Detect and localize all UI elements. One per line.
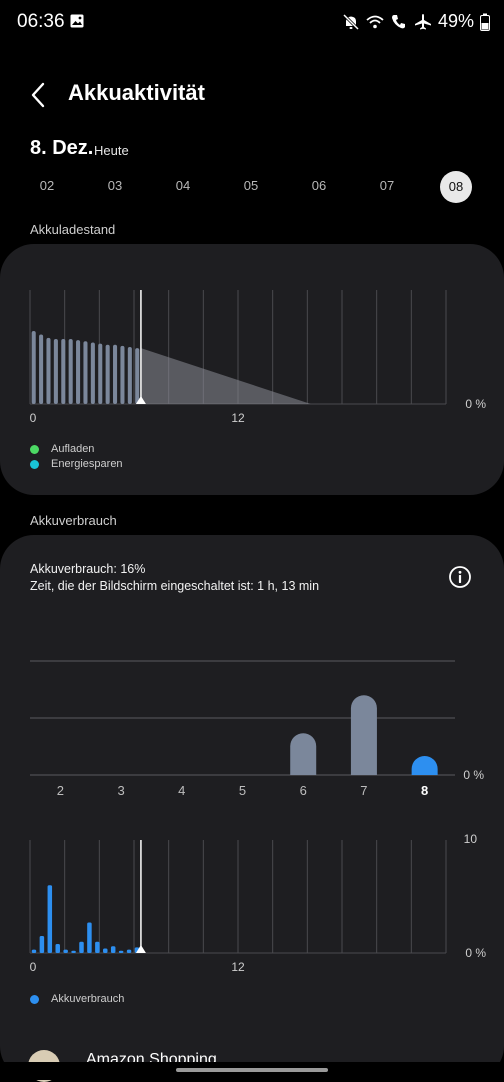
y-axis-label: 0 % <box>465 946 486 960</box>
battery-level-bar <box>46 337 51 404</box>
x-tick-label: 5 <box>239 783 246 798</box>
battery-level-bar <box>39 334 44 404</box>
legend-item-usage: Akkuverbrauch <box>30 993 124 1005</box>
hourly-usage-bar <box>87 922 92 953</box>
x-tick-label: 4 <box>178 783 185 798</box>
hourly-usage-bar <box>95 941 100 953</box>
gallery-notification-icon <box>70 14 84 28</box>
airplane-mode-icon <box>414 13 431 29</box>
battery-level-bar <box>68 339 73 404</box>
usage-day-bar <box>350 695 377 775</box>
hourly-usage-bar <box>71 950 76 953</box>
weekly-usage-chart: 2 3 4 5 6 7 8 0 % <box>30 660 484 798</box>
battery-level-bar <box>120 345 125 404</box>
projected-level-area <box>140 348 311 404</box>
legend-dot-usage <box>30 994 39 1004</box>
day-selector: 02 03 04 05 06 07 08 <box>0 170 504 204</box>
battery-usage-card <box>0 535 504 1080</box>
usage-day-bar <box>290 733 317 775</box>
selected-date-label: Heute <box>94 143 129 158</box>
hourly-usage-bar <box>118 950 124 953</box>
home-indicator[interactable] <box>176 1068 328 1072</box>
status-bar: 06:36 49% <box>0 0 504 44</box>
status-icons: 49% <box>342 11 490 32</box>
battery-level-bar <box>105 344 110 404</box>
x-tick-label: 0 <box>30 960 37 974</box>
day-tab-02[interactable]: 02 <box>39 178 55 193</box>
page-title: Akkuaktivität <box>68 80 205 105</box>
battery-level-bar <box>127 347 132 404</box>
hourly-usage-bar <box>126 949 132 953</box>
battery-icon <box>480 13 490 31</box>
legend-label-charging: Aufladen <box>51 443 95 455</box>
day-tab-05[interactable]: 05 <box>243 178 259 193</box>
back-arrow-icon[interactable] <box>28 82 50 108</box>
info-icon[interactable] <box>448 565 472 589</box>
hourly-usage-chart: 0 12 10 0 % <box>29 832 486 974</box>
current-time-marker-triangle <box>135 945 146 953</box>
x-tick-label: 0 <box>30 411 37 425</box>
legend-dot-charging <box>30 444 39 454</box>
day-tab-03[interactable]: 03 <box>107 178 123 193</box>
battery-level-bar <box>98 343 103 404</box>
x-tick-label: 8 <box>421 783 428 798</box>
hourly-usage-bar <box>110 946 116 953</box>
x-tick-label: 3 <box>117 783 124 798</box>
wifi-calling-icon <box>366 15 384 28</box>
legend-item-power-saving: Energiesparen <box>30 458 123 470</box>
x-tick-label: 12 <box>231 411 245 425</box>
screen-time-summary: Zeit, die der Bildschirm eingeschaltet i… <box>30 579 320 593</box>
battery-level-bar <box>31 331 36 404</box>
legend-item-charging: Aufladen <box>30 443 94 455</box>
x-tick-label: 12 <box>231 960 245 974</box>
usage-day-bar <box>411 756 438 775</box>
battery-level-bar <box>90 342 95 404</box>
hourly-usage-bar <box>47 885 53 953</box>
y-axis-label: 0 % <box>463 768 484 782</box>
current-time-marker-triangle <box>135 396 146 404</box>
battery-level-bar <box>83 341 88 404</box>
day-tab-07[interactable]: 07 <box>379 178 395 193</box>
hourly-usage-bar <box>63 949 68 953</box>
status-time: 06:36 <box>17 11 65 32</box>
x-tick-label: 7 <box>360 783 367 798</box>
wifi-call-phone-icon <box>391 14 405 28</box>
mute-icon <box>342 13 360 30</box>
y-axis-label: 0 % <box>465 397 486 411</box>
battery-level-bar <box>76 340 81 404</box>
battery-level-chart: 0 12 0 % <box>29 290 486 425</box>
day-tab-04[interactable]: 04 <box>175 178 191 193</box>
y-axis-max-label: 10 <box>464 832 478 846</box>
battery-percent: 49% <box>437 11 474 31</box>
x-tick-label: 2 <box>57 783 64 798</box>
x-tick-label: 6 <box>300 783 307 798</box>
hourly-usage-bar <box>79 941 84 953</box>
hourly-usage-bar <box>55 943 60 953</box>
section-label-battery-level: Akkuladestand <box>30 222 116 237</box>
battery-level-bar <box>53 339 58 404</box>
section-label-battery-usage: Akkuverbrauch <box>30 513 117 528</box>
selected-date: 8. Dez. <box>30 137 94 159</box>
usage-summary: Akkuverbrauch: 16% <box>30 562 146 576</box>
day-tab-08-selected[interactable]: 08 <box>440 171 472 203</box>
legend-label-power-saving: Energiesparen <box>51 458 123 470</box>
hourly-usage-bar <box>31 949 37 953</box>
legend-label-usage: Akkuverbrauch <box>51 993 125 1005</box>
battery-level-bar <box>61 339 66 404</box>
hourly-usage-bar <box>103 948 108 953</box>
hourly-usage-bar <box>39 936 45 953</box>
battery-level-bar <box>113 344 118 404</box>
battery-level-bar <box>135 348 140 404</box>
legend-dot-power-saving <box>30 459 39 469</box>
day-tab-06[interactable]: 06 <box>311 178 327 193</box>
